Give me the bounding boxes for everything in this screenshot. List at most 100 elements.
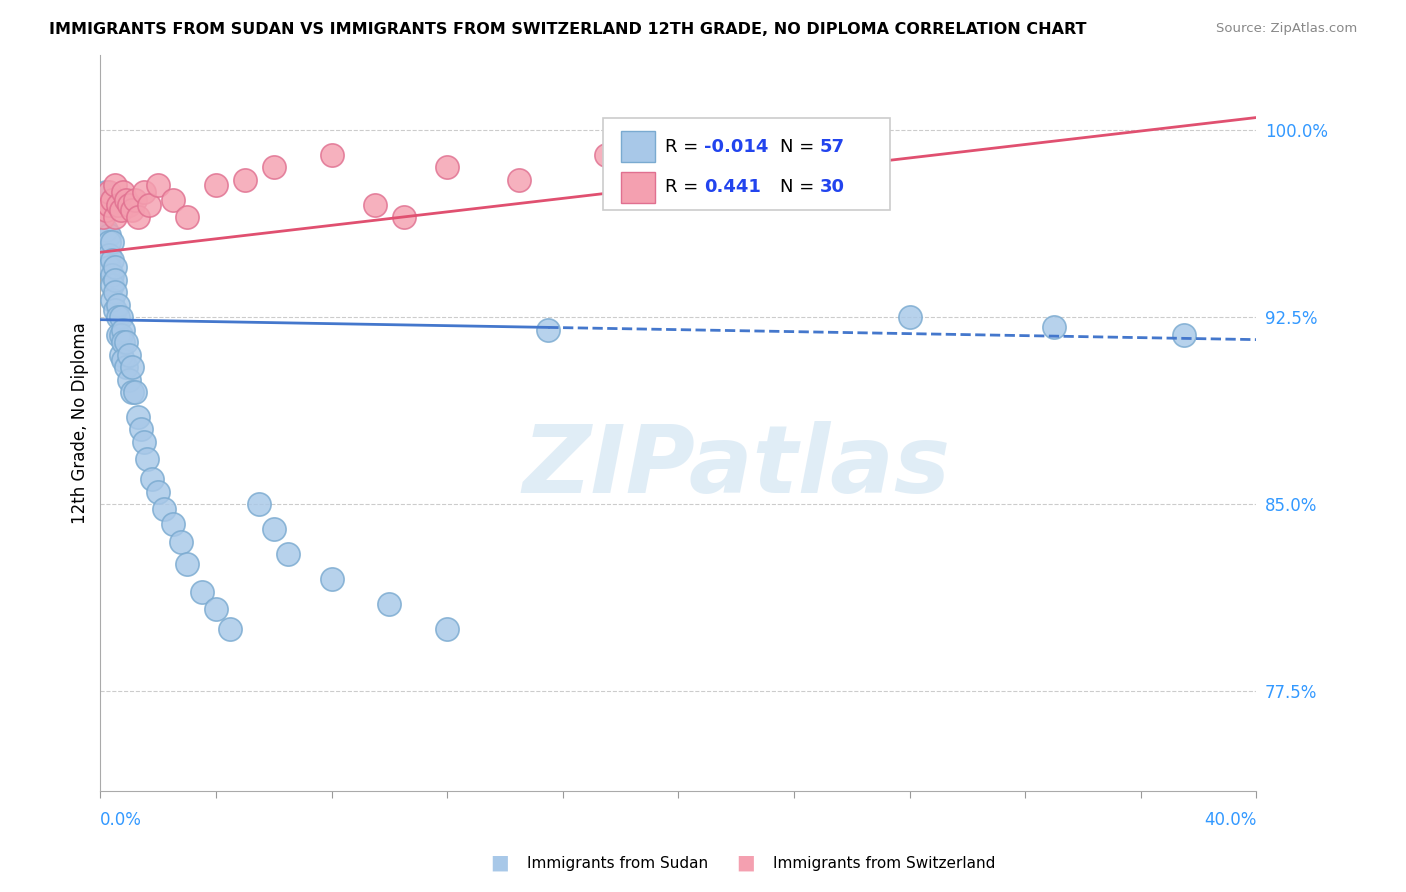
Point [121, 384, 143, 399]
Point [436, 161, 458, 175]
Point [321, 572, 343, 586]
Point [115, 335, 138, 350]
Point [190, 584, 212, 599]
Point [1173, 327, 1195, 342]
Point [436, 622, 458, 636]
Point [205, 602, 228, 616]
Point [112, 352, 135, 367]
Point [101, 235, 124, 250]
Point [98, 260, 121, 275]
Point [101, 252, 124, 267]
Point [132, 434, 155, 449]
Point [146, 178, 169, 192]
Point [124, 384, 146, 399]
Point [107, 310, 129, 325]
Point [91, 211, 114, 225]
Bar [620, 172, 655, 202]
Point [277, 547, 299, 561]
Text: 57: 57 [820, 137, 845, 156]
Text: -0.014: -0.014 [704, 137, 768, 156]
Point [98, 235, 121, 250]
Point [783, 128, 806, 142]
Point [595, 148, 617, 162]
FancyBboxPatch shape [603, 118, 890, 210]
Point [104, 178, 127, 192]
Point [91, 211, 114, 225]
Point [162, 517, 184, 532]
Text: R =: R = [665, 178, 703, 196]
Point [219, 622, 242, 636]
Point [121, 360, 143, 375]
Point [162, 193, 184, 207]
Point [118, 198, 141, 212]
Text: Source: ZipAtlas.com: Source: ZipAtlas.com [1216, 22, 1357, 36]
Point [107, 298, 129, 312]
Point [263, 522, 285, 536]
Point [121, 202, 143, 217]
Point [392, 211, 415, 225]
Point [1043, 320, 1066, 334]
Point [135, 452, 157, 467]
Point [94, 186, 117, 200]
Y-axis label: 12th Grade, No Diploma: 12th Grade, No Diploma [72, 322, 89, 524]
Point [98, 186, 121, 200]
Point [104, 273, 127, 287]
Point [115, 193, 138, 207]
Text: N =: N = [780, 178, 820, 196]
Point [94, 223, 117, 237]
Point [170, 534, 193, 549]
Bar [620, 131, 655, 162]
Text: 40.0%: 40.0% [1204, 812, 1257, 830]
Point [104, 211, 127, 225]
Point [112, 335, 135, 350]
Text: ▪: ▪ [489, 849, 509, 878]
Text: N =: N = [780, 137, 820, 156]
Point [101, 293, 124, 307]
Text: ZIPatlas: ZIPatlas [522, 421, 950, 514]
Point [104, 260, 127, 275]
Point [263, 161, 285, 175]
Point [94, 202, 117, 217]
Point [107, 198, 129, 212]
Point [110, 202, 132, 217]
Point [101, 268, 124, 282]
Point [98, 198, 121, 212]
Point [110, 348, 132, 362]
Point [112, 186, 135, 200]
Text: 30: 30 [820, 178, 845, 196]
Point [124, 193, 146, 207]
Point [127, 211, 149, 225]
Point [233, 173, 256, 187]
Point [115, 360, 138, 375]
Point [118, 373, 141, 387]
Point [104, 285, 127, 300]
Text: Immigrants from Switzerland: Immigrants from Switzerland [773, 856, 995, 871]
Text: R =: R = [665, 137, 703, 156]
Text: 0.0%: 0.0% [100, 812, 142, 830]
Point [146, 484, 169, 499]
Point [112, 323, 135, 337]
Point [205, 178, 228, 192]
Point [107, 327, 129, 342]
Point [132, 186, 155, 200]
Point [127, 409, 149, 424]
Text: 0.441: 0.441 [704, 178, 761, 196]
Point [378, 597, 401, 611]
Point [153, 502, 176, 516]
Text: Immigrants from Sudan: Immigrants from Sudan [527, 856, 709, 871]
Point [508, 173, 530, 187]
Point [247, 497, 270, 511]
Text: IMMIGRANTS FROM SUDAN VS IMMIGRANTS FROM SWITZERLAND 12TH GRADE, NO DIPLOMA CORR: IMMIGRANTS FROM SUDAN VS IMMIGRANTS FROM… [49, 22, 1087, 37]
Text: ▪: ▪ [735, 849, 755, 878]
Point [101, 277, 124, 292]
Point [138, 198, 160, 212]
Point [176, 211, 198, 225]
Point [101, 193, 124, 207]
Point [91, 198, 114, 212]
Point [537, 323, 560, 337]
Point [129, 422, 152, 436]
Point [104, 302, 127, 317]
Point [94, 202, 117, 217]
Point [98, 248, 121, 262]
Point [141, 472, 163, 486]
